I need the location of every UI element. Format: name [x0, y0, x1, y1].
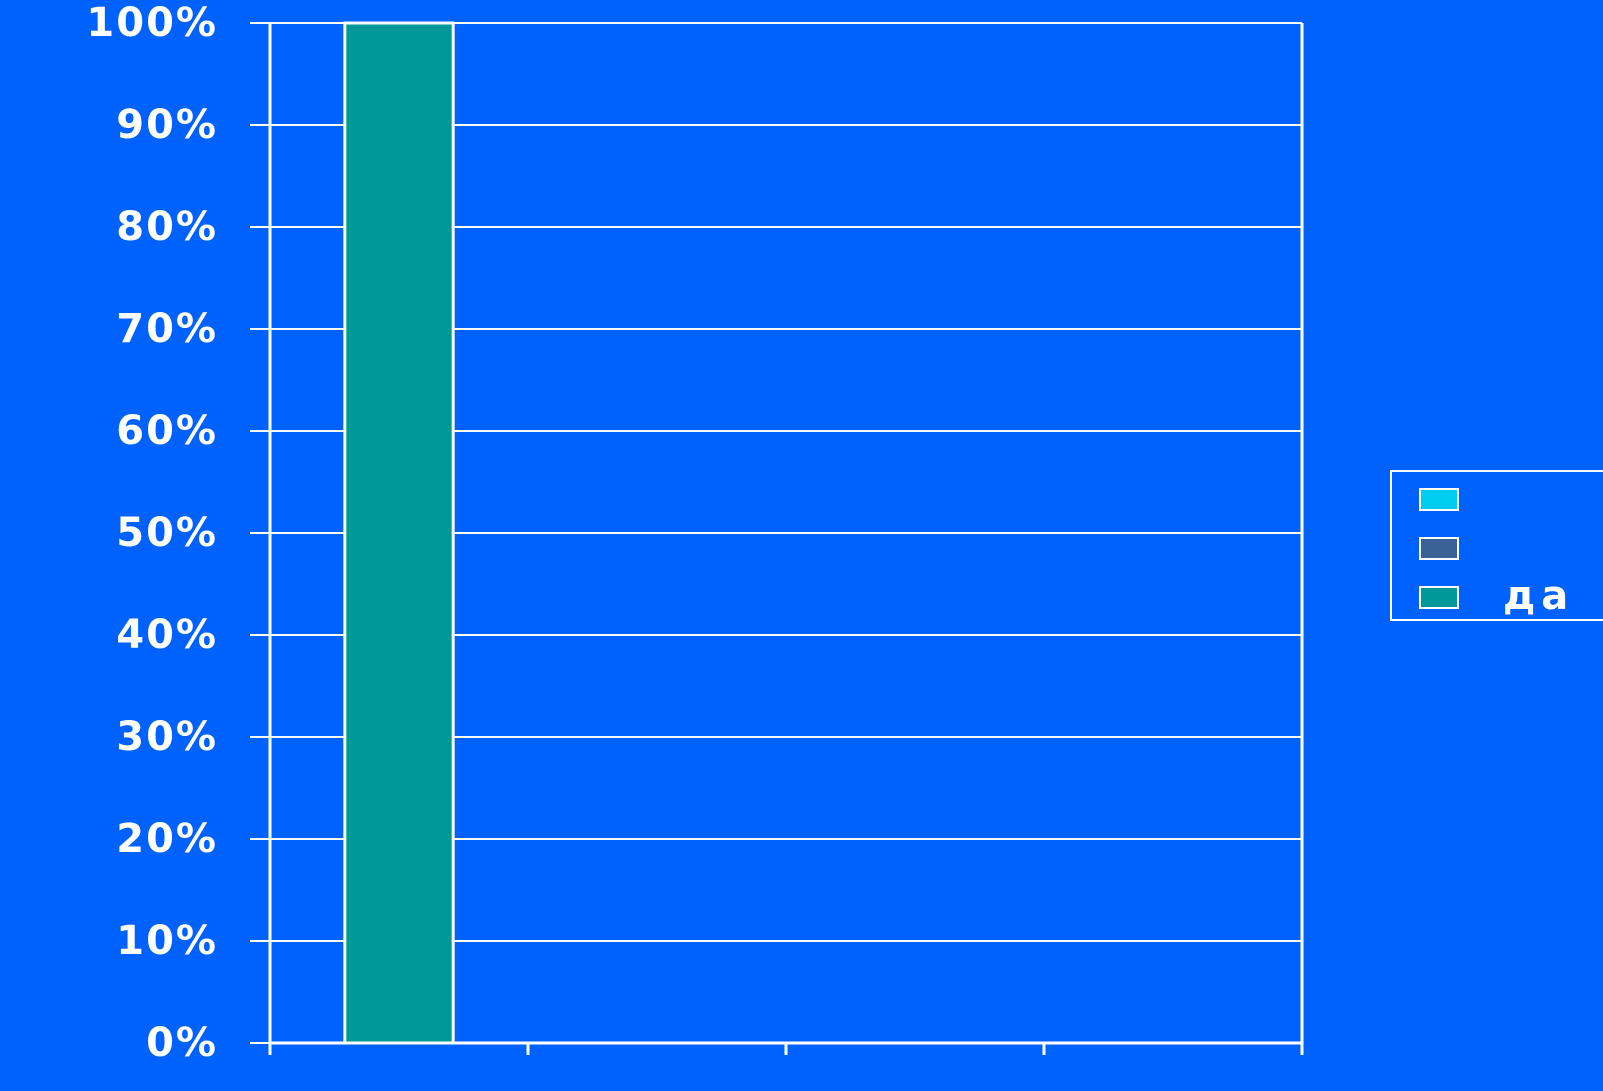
y-tick-label: 70% — [116, 306, 218, 352]
bar — [343, 21, 455, 1045]
y-tick-label: 80% — [116, 204, 218, 250]
y-tick-label: 30% — [116, 714, 218, 760]
legend-swatch — [1419, 586, 1459, 609]
axes — [250, 22, 1304, 1055]
y-tick-label: 100% — [86, 0, 218, 46]
y-tick-label: 50% — [116, 510, 218, 556]
bars — [343, 21, 455, 1045]
legend-label: да — [1503, 573, 1574, 619]
legend-swatch — [1419, 537, 1459, 560]
y-tick-label: 0% — [146, 1020, 218, 1066]
y-tick-labels: 0% 10% 20% 30% 40% 50% 60% 70% 80% 90% 100% — [86, 0, 218, 1066]
y-tick-label: 10% — [116, 918, 218, 964]
legend: да — [1390, 470, 1603, 621]
y-tick-label: 90% — [116, 102, 218, 148]
y-tick-label: 40% — [116, 612, 218, 658]
y-tick-label: 60% — [116, 408, 218, 454]
y-tick-label: 20% — [116, 816, 218, 862]
legend-swatch — [1419, 488, 1459, 511]
legend-box — [1390, 470, 1603, 621]
